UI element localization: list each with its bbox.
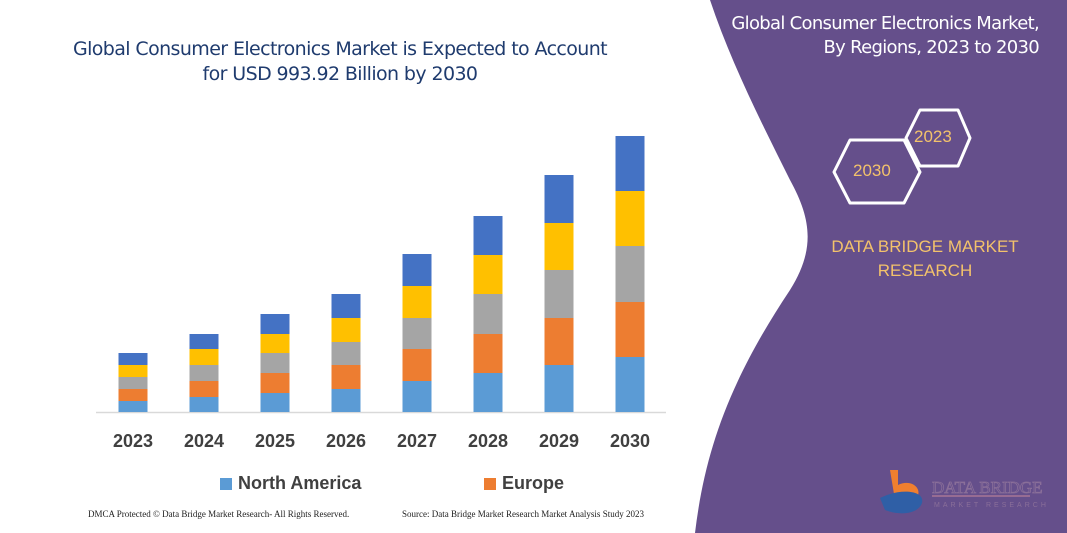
bar-segment-2024-series-4	[189, 349, 219, 365]
legend-item-north-america: North America	[220, 473, 361, 494]
bar-segment-2028-series-5	[473, 216, 503, 255]
bar-segment-2023-north-america	[118, 401, 148, 412]
bar-segment-2029-europe	[544, 318, 574, 365]
bar-segment-2026-north-america	[331, 389, 361, 412]
x-tick-label: 2030	[610, 431, 650, 451]
bar-segment-2023-series-3	[118, 377, 148, 389]
bar-segment-2027-north-america	[402, 381, 432, 412]
bar-segment-2030-europe	[615, 302, 645, 357]
footer-copyright: DMCA Protected © Data Bridge Market Rese…	[88, 509, 350, 519]
panel-title-line2: By Regions, 2023 to 2030	[823, 37, 1040, 58]
x-tick-label: 2025	[255, 431, 295, 451]
bar-segment-2027-europe	[402, 349, 432, 381]
bar-segment-2024-series-5	[189, 334, 219, 349]
x-tick-label: 2023	[113, 431, 153, 451]
bar-segment-2025-series-4	[260, 334, 290, 353]
panel-title: Global Consumer Electronics Market, By R…	[731, 12, 1039, 60]
bar-segment-2025-series-5	[260, 314, 290, 334]
bar-segment-2024-series-3	[189, 365, 219, 381]
bar-segment-2030-series-4	[615, 191, 645, 246]
bar-segment-2029-series-5	[544, 175, 574, 223]
x-tick-label: 2024	[184, 431, 224, 451]
bar-segment-2030-series-3	[615, 246, 645, 302]
bar-segment-2028-europe	[473, 334, 503, 373]
bar-segment-2023-europe	[118, 389, 148, 401]
panel-title-line1: Global Consumer Electronics Market,	[731, 13, 1039, 34]
bar-segment-2030-series-5	[615, 136, 645, 191]
bar-segment-2027-series-4	[402, 286, 432, 318]
x-tick-label: 2028	[468, 431, 508, 451]
bar-segment-2027-series-5	[402, 254, 432, 286]
bar-segment-2024-europe	[189, 381, 219, 397]
brand-text: DATA BRIDGE MARKET RESEARCH	[800, 235, 1050, 283]
bar-segment-2023-series-5	[118, 353, 148, 365]
legend-swatch	[220, 477, 232, 490]
legend-label: Europe	[502, 473, 565, 493]
bar-segment-2030-north-america	[615, 357, 645, 412]
stacked-bar-chart: 2023 2024 2025 2026 2027 2028 2029 2030	[96, 136, 666, 451]
brand-line1: DATA BRIDGE MARKET	[831, 237, 1019, 256]
bar-segment-2028-series-4	[473, 255, 503, 294]
bar-segment-2026-series-5	[331, 294, 361, 318]
bar-segment-2025-europe	[260, 373, 290, 393]
bar-segment-2029-series-4	[544, 223, 574, 270]
bar-segment-2029-series-3	[544, 270, 574, 318]
svg-text:DATA BRIDGE: DATA BRIDGE	[932, 478, 1043, 497]
hexagon-2023	[904, 108, 972, 168]
chart-title: Global Consumer Electronics Market is Ex…	[72, 38, 608, 85]
bar-segment-2026-europe	[331, 365, 361, 389]
bar-segment-2026-series-3	[331, 342, 361, 365]
svg-text:MARKET RESEARCH: MARKET RESEARCH	[934, 502, 1049, 509]
data-bridge-logo: DATA BRIDGE MARKET RESEARCH	[880, 470, 1049, 514]
bar-segment-2024-north-america	[189, 397, 219, 412]
legend-swatch	[484, 477, 496, 490]
bar-segment-2029-north-america	[544, 365, 574, 412]
bar-segment-2025-series-3	[260, 353, 290, 373]
x-tick-label: 2026	[326, 431, 366, 451]
brand-line2: RESEARCH	[877, 261, 973, 280]
legend-label: North America	[238, 473, 362, 493]
bar-segment-2028-series-3	[473, 294, 503, 334]
bar-segment-2028-north-america	[473, 373, 503, 412]
bar-segment-2027-series-3	[402, 318, 432, 349]
x-tick-label: 2029	[539, 431, 579, 451]
x-tick-label: 2027	[397, 431, 437, 451]
bar-segment-2026-series-4	[331, 318, 361, 342]
bar-segment-2023-series-4	[118, 365, 148, 377]
hexagon-2030	[832, 138, 922, 205]
bar-segment-2025-north-america	[260, 393, 290, 412]
hex-label-2023: 2023	[914, 127, 952, 146]
legend-item-europe: Europe	[484, 473, 564, 494]
footer-source: Source: Data Bridge Market Research Mark…	[402, 509, 644, 519]
hex-label-2030: 2030	[853, 161, 891, 180]
